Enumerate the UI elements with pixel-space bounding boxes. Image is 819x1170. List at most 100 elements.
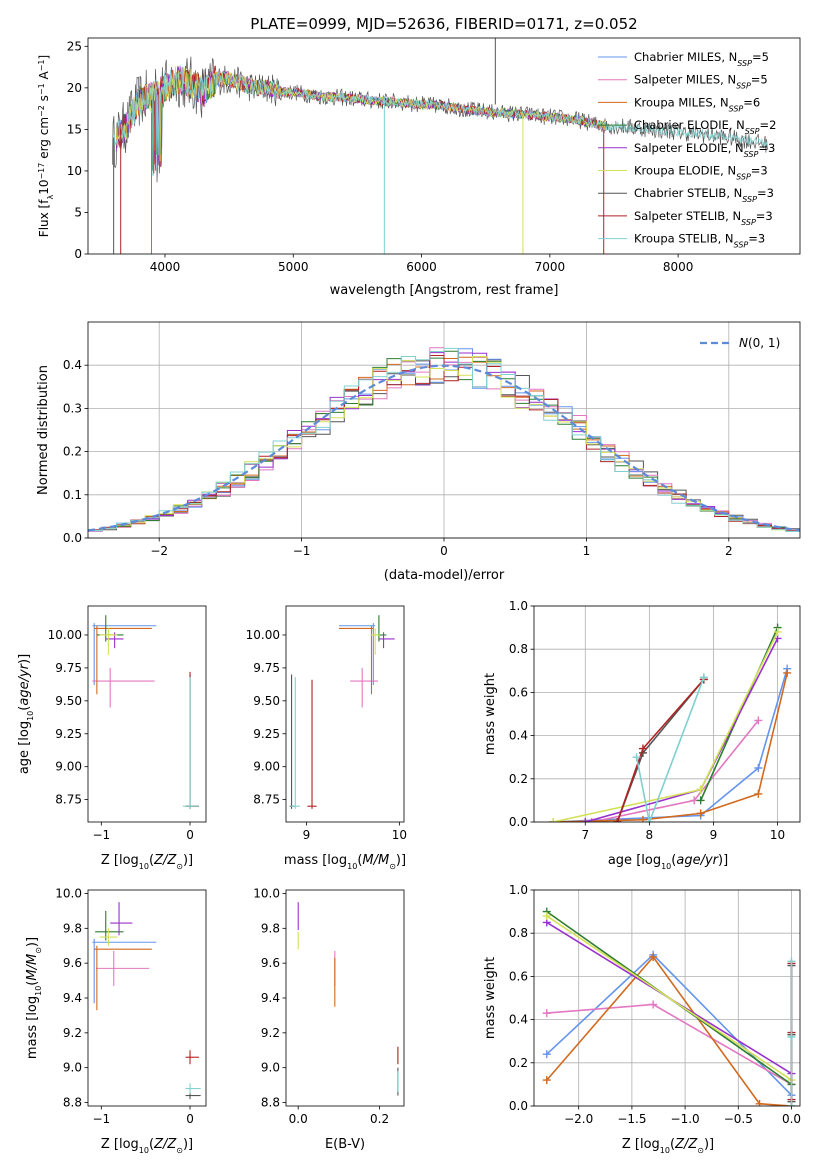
x-tick-label: −1.0 (671, 1112, 700, 1126)
y-tick-label: 0.4 (509, 1013, 528, 1027)
label-part: =3 (751, 164, 768, 178)
axes-frame: 0.0 0.2 8.8 9.0 9.2 9.4 9.6 9.8 10.0 E(B-V) (253, 886, 405, 1152)
x-tick-label: 0 (186, 828, 194, 842)
data-marker (699, 673, 708, 682)
label-part: SSP (736, 172, 751, 181)
axes-border (285, 889, 405, 1107)
y-tick-label: 9.2 (63, 1026, 82, 1040)
y-tick-label: 9.0 (261, 1061, 280, 1075)
label-part: Z/Z (153, 853, 177, 868)
legend-entry: Kroupa STELIB, NSSP=3 (634, 232, 765, 250)
y-tick-label: 9.8 (63, 921, 82, 935)
label-part: Salpeter STELIB, N (634, 209, 741, 223)
y-tick-label: 1.0 (509, 599, 528, 613)
x-tick-label: 0.0 (782, 1112, 801, 1126)
data-marker (549, 818, 558, 822)
x-tick-label: 9 (303, 828, 311, 842)
label-part: 10 (139, 862, 149, 871)
label-part: ( (670, 1137, 675, 1152)
axes-border (533, 889, 801, 1107)
label-part: 10 (347, 862, 357, 871)
label-part: SSP (729, 104, 744, 113)
y-tick-label: 0.2 (509, 772, 528, 786)
data-marker (645, 818, 654, 822)
y-axis-label: age [log10(age/yr)] (17, 654, 35, 774)
label-part: Salpeter MILES, N (634, 73, 736, 87)
y-tick-label: 9.25 (253, 727, 280, 741)
y-tick-label: 9.75 (55, 661, 82, 675)
label-part: )] (396, 853, 406, 868)
x-tick-label: −0.5 (724, 1112, 753, 1126)
series-line (553, 672, 788, 822)
label-part: )] (25, 937, 40, 947)
data-marker (638, 815, 647, 822)
axes-residuals: −2 −1 0 1 2 0.0 0.1 0.2 0.3 0.4 N(0, 1) Normed dist… (36, 321, 801, 583)
label-part: 10 (661, 862, 671, 871)
y-tick-label: 0 (74, 247, 82, 261)
y-axis-label: mass weight (483, 673, 498, 755)
label-part: s (37, 95, 51, 105)
data-marker (754, 764, 763, 772)
data-marker (587, 818, 596, 822)
y-tick-label: 0.1 (63, 488, 82, 502)
label-part: ( (17, 706, 32, 711)
legend: N(0, 1) (700, 336, 780, 350)
plot-area (92, 902, 201, 1100)
legend-entry: N(0, 1) (739, 336, 780, 350)
y-tick-label: 0.8 (509, 642, 528, 656)
plot-area (297, 902, 399, 1096)
series-line (635, 677, 705, 822)
axes-mass_vs_ebv: 0.0 0.2 8.8 9.0 9.2 9.4 9.6 9.8 10.0 E(B-V) (253, 886, 405, 1152)
y-tick-label: 10.0 (55, 886, 82, 900)
y-tick-label: 9.25 (55, 727, 82, 741)
data-marker (787, 957, 796, 966)
x-axis-label: (data-model)/error (384, 568, 505, 583)
data-marker (787, 1032, 796, 1041)
axes-border (285, 605, 405, 823)
x-tick-label: −2.0 (564, 1112, 593, 1126)
label-part: age/yr (676, 853, 719, 868)
y-tick-label: 0.2 (509, 1056, 528, 1070)
data-marker (542, 911, 551, 920)
data-marker (613, 818, 622, 822)
y-tick-label: 0.0 (509, 1099, 528, 1113)
plot-area (542, 907, 796, 1106)
data-marker (773, 627, 782, 636)
y-tick-label: 9.0 (63, 1061, 82, 1075)
plot-area (112, 38, 769, 254)
label-part: Z/Z (674, 1137, 698, 1152)
label-part: =3 (748, 232, 765, 246)
label-part: )] (718, 853, 728, 868)
y-tick-label: 9.75 (253, 661, 280, 675)
label-part: SSP (734, 240, 749, 249)
label-part: Z/Z (153, 1137, 177, 1152)
label-part: =6 (743, 95, 760, 109)
axes-frame: −2 −1 0 1 2 0.0 0.1 0.2 0.3 0.4 N(0, 1) Normed dist… (36, 321, 801, 583)
legend-entry: Salpeter MILES, NSSP=5 (634, 73, 768, 91)
label-part: SSP (741, 217, 756, 226)
label-part: −1 (37, 59, 46, 71)
label-part: mass [log (25, 996, 40, 1059)
x-tick-label: 0 (186, 1112, 194, 1126)
label-part: Chabrier ELODIE, N (634, 118, 745, 132)
label-part: =2 (760, 118, 777, 132)
y-axis-label-text: mass weight (483, 957, 498, 1039)
axes-frame: −2.0 −1.5 −1.0 −0.5 0.0 0.0 0.2 0.4 0.6 0.8 1.0 mas… (483, 883, 801, 1155)
legend-entry: Kroupa MILES, NSSP=6 (634, 95, 760, 113)
label-part: 10 (139, 1146, 149, 1155)
label-part: ⊙ (389, 862, 396, 871)
y-axis-label-text: Normed distribution (36, 365, 51, 495)
data-marker (787, 1102, 796, 1106)
y-tick-label: 9.50 (253, 694, 280, 708)
label-part: ( (357, 853, 362, 868)
y-tick-label: 0.2 (63, 445, 82, 459)
data-marker (542, 1050, 551, 1059)
y-tick-label: 0.0 (63, 531, 82, 545)
label-part: Z [log (101, 1137, 139, 1152)
normal-curve (88, 364, 800, 532)
